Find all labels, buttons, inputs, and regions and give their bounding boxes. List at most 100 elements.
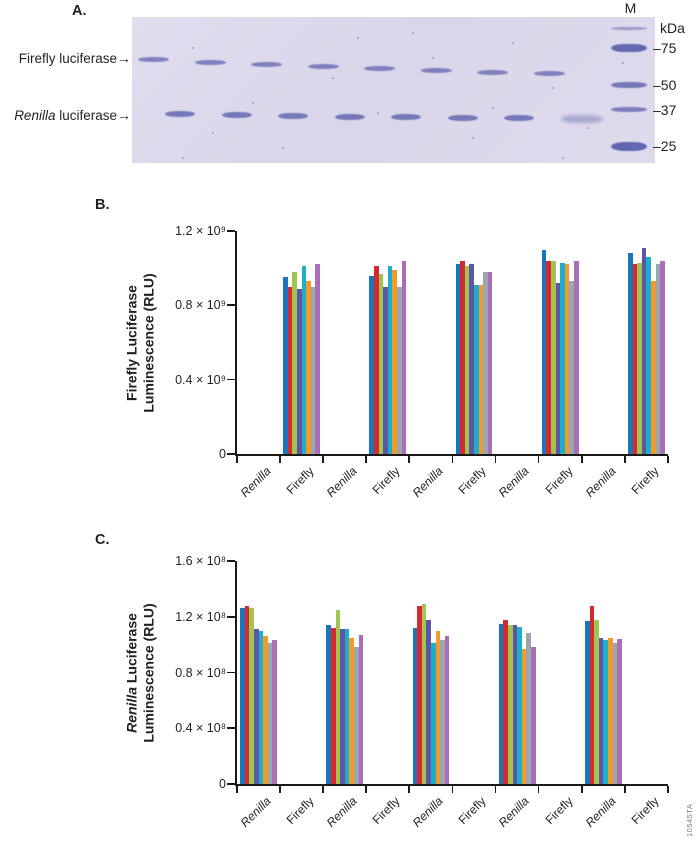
x-tick <box>623 786 626 793</box>
bar <box>632 264 638 454</box>
watermark-code: 10545TA <box>685 803 694 837</box>
protein-band-firefly <box>477 70 508 75</box>
bar <box>444 636 450 784</box>
panel-a-label: A. <box>72 3 87 19</box>
y-tick-label: 1.6 × 10⁸ <box>175 554 226 568</box>
marker-band <box>611 82 647 88</box>
firefly-luminescence-chart: 0 0.4 × 10⁹ 0.8 × 10⁹ 1.2 × 10⁹ Renilla Firef… <box>175 224 669 500</box>
x-tick <box>667 456 669 463</box>
gel-image <box>132 17 655 163</box>
bar <box>301 266 307 454</box>
molecular-weight-label: –25 <box>653 138 677 154</box>
bar <box>460 260 465 454</box>
bar <box>326 625 331 784</box>
firefly-luciferase-row-label: Firefly luciferase→ <box>18 50 131 66</box>
x-tick-label: Renilla <box>582 794 619 830</box>
bar <box>435 630 441 784</box>
bar <box>651 281 656 454</box>
x-tick-label: Firefly <box>542 464 576 498</box>
y-tick-label: 0.8 × 10⁸ <box>175 665 226 680</box>
bar <box>530 647 536 784</box>
x-tick <box>236 786 238 793</box>
bar <box>464 266 470 454</box>
bar <box>564 264 570 454</box>
molecular-weight-label: –50 <box>653 77 677 93</box>
bar <box>526 633 531 784</box>
x-tick-label: Renilla <box>323 464 360 500</box>
bar <box>349 637 354 784</box>
gel-speckle <box>282 147 284 149</box>
bar <box>297 288 302 454</box>
x-tick <box>667 786 669 793</box>
marker-band <box>611 107 647 112</box>
bar <box>330 627 336 784</box>
bar <box>541 249 547 454</box>
y-tick <box>227 671 235 674</box>
x-tick-label: Firefly <box>628 794 662 828</box>
protein-band-renilla <box>560 115 603 123</box>
x-tick-label: Firefly <box>455 794 489 828</box>
bar <box>240 608 245 784</box>
renilla-luciferase-row-label: Renilla luciferase→ <box>14 107 131 123</box>
x-tick <box>236 456 238 463</box>
bar <box>637 262 642 454</box>
bar <box>335 609 341 784</box>
y-tick <box>227 304 235 307</box>
bar <box>353 647 359 784</box>
bar <box>469 264 475 454</box>
y-axis <box>235 231 237 456</box>
gel-speckle <box>512 42 514 44</box>
kda-unit-label: kDa <box>660 20 685 36</box>
bar <box>430 643 436 784</box>
marker-band <box>611 27 647 30</box>
gel-speckle <box>212 132 214 134</box>
bar <box>498 623 504 784</box>
marker-lane-label: M <box>624 0 637 16</box>
bar <box>574 260 579 454</box>
y-tick-label: 0.4 × 10⁹ <box>175 372 226 387</box>
gel-speckle <box>252 102 254 104</box>
x-tick <box>365 456 368 463</box>
right-arrow-icon: → <box>117 107 131 123</box>
protein-band-firefly <box>138 57 169 62</box>
marker-band <box>611 44 647 52</box>
bar <box>378 273 384 454</box>
gel-speckle <box>332 77 334 79</box>
bar <box>417 605 422 784</box>
bar <box>512 625 518 784</box>
bar <box>594 619 599 784</box>
bar <box>383 286 388 454</box>
x-tick-label: Renilla <box>410 794 446 830</box>
bar <box>660 260 665 454</box>
bar <box>507 625 513 784</box>
bar <box>310 286 316 454</box>
x-tick <box>408 456 411 463</box>
right-arrow-icon: → <box>117 50 131 66</box>
protein-band-renilla <box>447 115 478 121</box>
x-axis <box>235 784 668 786</box>
x-tick <box>580 456 583 463</box>
x-tick-label: Renilla <box>582 464 619 500</box>
y-tick-label: 0.4 × 10⁸ <box>175 721 226 736</box>
y-tick-label: 1.2 × 10⁸ <box>175 609 226 624</box>
firefly-chart-y-axis-title: Firefly Luciferase Luminescence (RLU) <box>124 272 157 413</box>
x-tick <box>322 786 324 793</box>
bar <box>474 284 479 454</box>
protein-band-renilla <box>334 114 365 120</box>
gel-speckle <box>182 157 184 159</box>
bar <box>521 648 527 784</box>
bar <box>503 619 508 784</box>
bar <box>401 260 407 454</box>
protein-band-firefly <box>251 62 282 67</box>
bar <box>487 271 493 454</box>
x-tick-label: Renilla <box>496 464 533 500</box>
bar <box>628 253 633 454</box>
bar <box>646 257 652 454</box>
bar <box>598 637 604 784</box>
marker-band <box>611 142 647 151</box>
bar <box>426 619 431 784</box>
x-tick <box>494 456 497 463</box>
gel-speckle <box>642 147 644 149</box>
protein-band-renilla <box>391 114 421 120</box>
